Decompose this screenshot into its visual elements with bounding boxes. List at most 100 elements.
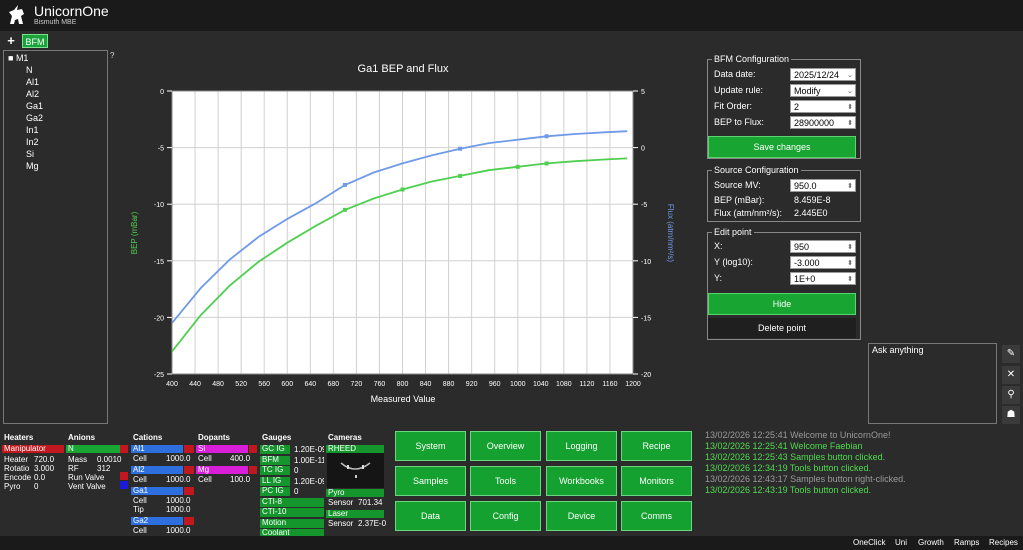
status-indicator	[249, 445, 257, 453]
gauge-name-bar: LL IG	[260, 476, 290, 486]
gauge-value: 0	[294, 466, 299, 475]
workbooks-button[interactable]: Workbooks	[546, 466, 617, 496]
x-tick-label: 520	[235, 381, 247, 388]
samples-button[interactable]: Samples	[395, 466, 466, 496]
tree-item-ga2[interactable]: Ga2	[26, 113, 44, 123]
pin-icon[interactable]: ⚲	[1002, 386, 1020, 404]
dopant-row-value: 100.0	[230, 475, 251, 484]
dopant-row-label: Cell	[198, 475, 212, 484]
gauge-value: 1.20E-09	[294, 476, 324, 486]
heater-row-value: 720.0	[34, 455, 55, 464]
footer-link-growth[interactable]: Growth	[918, 538, 944, 547]
ylog-stepper[interactable]: -3.000 ⬍	[790, 256, 856, 269]
anion-row-label: RF	[68, 464, 79, 473]
series-point-0	[544, 161, 549, 166]
x-tick-label: 480	[212, 381, 224, 388]
gauge-status-bar	[290, 518, 324, 528]
stepper-icon: ⬍	[847, 276, 853, 283]
system-button[interactable]: System	[395, 431, 466, 461]
logging-button[interactable]: Logging	[546, 431, 617, 461]
tools-button[interactable]: Tools	[470, 466, 541, 496]
tree-item-al1[interactable]: Al1	[26, 77, 40, 87]
recipe-button[interactable]: Recipe	[621, 431, 692, 461]
anions-heading: Anions	[68, 433, 96, 442]
tree-root-m1[interactable]: ■ M1	[8, 53, 29, 63]
stepper-icon: ⬍	[847, 183, 853, 190]
log-timestamp: 13/02/2026 12:25:43	[705, 452, 791, 462]
save-changes-button[interactable]: Save changes	[708, 136, 856, 158]
monitors-button[interactable]: Monitors	[621, 466, 692, 496]
edit-icon[interactable]: ✎	[1002, 345, 1020, 363]
x-value: 950	[794, 242, 810, 252]
heater-name-bar: Manipulator	[2, 445, 64, 453]
footer-bar	[0, 536, 1023, 550]
update-rule-value: Modify	[794, 86, 821, 96]
footer-link-recipes[interactable]: Recipes	[989, 538, 1018, 547]
update-rule-select[interactable]: Modify ⌄	[790, 84, 856, 97]
robot-icon[interactable]: ☗	[1002, 406, 1020, 424]
cation-row-value: 1000.0	[166, 505, 191, 514]
flux-value: 2.445E0	[794, 208, 828, 218]
hide-button[interactable]: Hide	[708, 293, 856, 315]
heater-row-label: Rotatio	[4, 464, 30, 473]
y-left-tick-label: 0	[160, 89, 164, 96]
status-indicator	[120, 481, 128, 489]
overview-button[interactable]: Overview	[470, 431, 541, 461]
gauges-heading: Gauges	[262, 433, 292, 442]
heater-row-value: 0	[34, 482, 39, 491]
rheed-camera-image[interactable]	[327, 453, 384, 488]
source-tree: ■ M1 N Al1 Al2 Ga1 Ga2 In1 In2 Si Mg	[3, 50, 108, 424]
flux-label: Flux (atm/nm²/s):	[714, 208, 783, 218]
footer-link-oneclick[interactable]: OneClick	[853, 538, 886, 547]
log-timestamp: 13/02/2026 12:43:17	[705, 474, 791, 484]
comms-button[interactable]: Comms	[621, 501, 692, 531]
delete-point-button[interactable]: Delete point	[708, 318, 856, 338]
device-button[interactable]: Device	[546, 501, 617, 531]
status-indicator	[120, 472, 128, 480]
x-tick-label: 1200	[625, 381, 641, 388]
cation-row-label: Cell	[133, 454, 147, 463]
dopant-row-label: Cell	[198, 454, 212, 463]
data-button[interactable]: Data	[395, 501, 466, 531]
x-stepper[interactable]: 950 ⬍	[790, 240, 856, 253]
anion-row-value: 0.0010	[97, 455, 122, 464]
tree-item-si[interactable]: Si	[26, 149, 35, 159]
series-point-1	[342, 182, 347, 187]
cameras-heading: Cameras	[328, 433, 362, 442]
tab-bfm[interactable]: BFM	[22, 34, 48, 48]
x-tick-label: 960	[489, 381, 501, 388]
x-label: X:	[714, 241, 723, 251]
close-icon[interactable]: ✕	[1002, 366, 1020, 384]
y-right-tick-label: -15	[641, 315, 651, 322]
ask-input[interactable]	[868, 343, 997, 424]
tree-item-in1[interactable]: In1	[26, 125, 39, 135]
tree-item-mg[interactable]: Mg	[26, 161, 39, 171]
footer-link-ramps[interactable]: Ramps	[954, 538, 980, 547]
tree-item-in2[interactable]: In2	[26, 137, 39, 147]
fit-order-value: 2	[794, 102, 800, 112]
help-icon[interactable]: ?	[110, 51, 115, 60]
bep-to-flux-stepper[interactable]: 28900000 ⬍	[790, 116, 856, 129]
source-config-title: Source Configuration	[712, 165, 801, 175]
data-date-field[interactable]: 2025/12/24 ⌄	[790, 68, 856, 81]
fit-order-stepper[interactable]: 2 ⬍	[790, 100, 856, 113]
add-tab-button[interactable]: +	[7, 33, 15, 48]
source-mv-value: 950.0	[794, 181, 817, 191]
config-button[interactable]: Config	[470, 501, 541, 531]
x-tick-label: 1120	[579, 381, 594, 388]
y-stepper[interactable]: 1E+0 ⬍	[790, 272, 856, 285]
cation-row-value: 1000.0	[166, 526, 191, 535]
x-tick-label: 600	[281, 381, 293, 388]
laser-bar: Laser	[326, 510, 384, 518]
cation-row-label: Tip	[133, 505, 144, 514]
tree-item-ga1[interactable]: Ga1	[26, 101, 44, 111]
tree-item-n[interactable]: N	[26, 65, 33, 75]
bep-to-flux-value: 28900000	[794, 118, 835, 128]
source-mv-stepper[interactable]: 950.0 ⬍	[790, 179, 856, 192]
log-message: Welcome to UnicornOne!	[790, 430, 891, 440]
x-tick-label: 440	[189, 381, 201, 388]
anion-row-label: Mass	[68, 455, 88, 464]
footer-link-uni[interactable]: Uni	[895, 538, 908, 547]
tree-item-al2[interactable]: Al2	[26, 89, 40, 99]
chart-title: Ga1 BEP and Flux	[358, 63, 449, 75]
